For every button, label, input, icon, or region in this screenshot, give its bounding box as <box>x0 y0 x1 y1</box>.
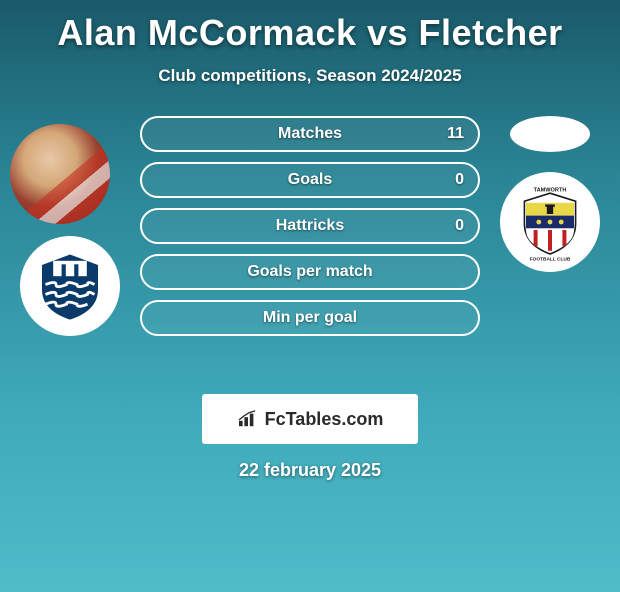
stat-left-value: 11 <box>447 125 464 143</box>
shield-icon <box>35 251 105 321</box>
crest-icon: TAMWORTH FOOTBALL CLUB <box>510 182 590 262</box>
stat-left-value: 0 <box>455 171 464 189</box>
date-label: 22 february 2025 <box>0 460 620 481</box>
stat-row-mpg: Min per goal <box>140 300 480 336</box>
club-right-badge: TAMWORTH FOOTBALL CLUB <box>500 172 600 272</box>
player-left-avatar <box>10 124 110 224</box>
stat-row-goals: Goals 0 <box>140 162 480 198</box>
bar-chart-icon <box>237 410 259 428</box>
stat-label: Hattricks <box>276 217 344 235</box>
stat-label: Matches <box>278 125 342 143</box>
stat-row-hattricks: Hattricks 0 <box>140 208 480 244</box>
stat-label: Goals <box>288 171 332 189</box>
compare-area: TAMWORTH FOOTBALL CLUB Matches 11 Goals … <box>0 116 620 376</box>
player-right-avatar <box>510 116 590 152</box>
stats-list: Matches 11 Goals 0 Hattricks 0 Goals per… <box>140 116 480 336</box>
svg-text:FOOTBALL CLUB: FOOTBALL CLUB <box>530 256 571 262</box>
stat-label: Min per goal <box>263 309 357 327</box>
stat-row-gpm: Goals per match <box>140 254 480 290</box>
club-left-badge <box>20 236 120 336</box>
subtitle: Club competitions, Season 2024/2025 <box>0 66 620 86</box>
stat-left-value: 0 <box>455 217 464 235</box>
svg-text:TAMWORTH: TAMWORTH <box>534 188 567 194</box>
branding-badge: FcTables.com <box>202 394 418 444</box>
stat-label: Goals per match <box>247 263 372 281</box>
branding-text: FcTables.com <box>265 409 384 430</box>
page-title: Alan McCormack vs Fletcher <box>0 12 620 54</box>
stat-row-matches: Matches 11 <box>140 116 480 152</box>
